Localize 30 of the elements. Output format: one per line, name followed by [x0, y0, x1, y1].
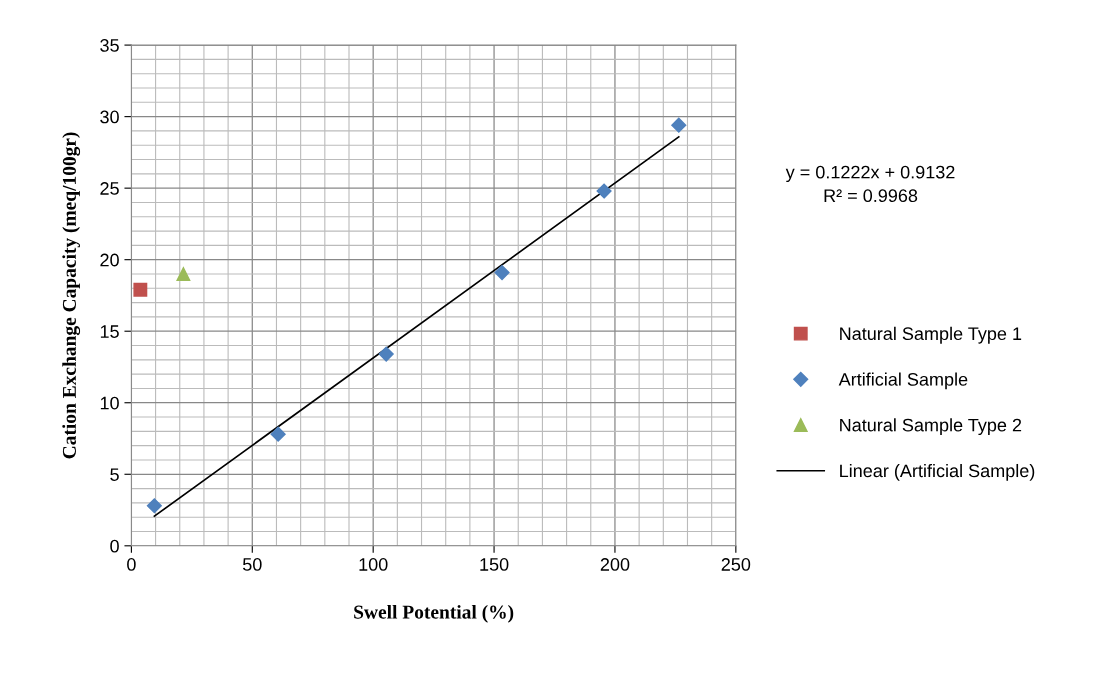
y-tick-label: 10 [100, 396, 119, 410]
y-tick-label: 30 [100, 110, 119, 124]
x-axis-title: Swell Potential (%) [354, 605, 514, 623]
x-tick-label: 200 [600, 558, 630, 571]
x-tick-label: 250 [721, 558, 751, 571]
text: R² = 0.9968 [824, 189, 918, 203]
legend-label: Natural Sample Type 1 [840, 326, 1022, 344]
point [270, 426, 286, 442]
y-tick-label: 0 [110, 539, 119, 553]
x-tick-label: 150 [480, 558, 509, 571]
x-tick-label: 50 [242, 558, 262, 571]
point [146, 498, 162, 514]
x-tick-label: 100 [359, 558, 388, 571]
y-tick-label: 15 [100, 325, 119, 338]
y-tick-label: 35 [100, 39, 119, 52]
text: y = 0.1222x + 0.9132 [785, 165, 955, 183]
legend-label: Artificial Sample [838, 372, 968, 390]
point [378, 346, 394, 362]
point [596, 183, 612, 199]
y-axis-title: Cation Exchange Capacity (meq/100gr) [62, 132, 81, 459]
x-tick-label: 0 [127, 558, 136, 571]
point [494, 264, 510, 281]
y-tick-label: 5 [110, 468, 119, 481]
y-tick-label: 25 [100, 182, 119, 195]
point [671, 117, 687, 133]
point [176, 267, 191, 281]
point [133, 282, 148, 297]
y-tick-label: 20 [100, 253, 119, 267]
legend-label: Natural Sample Type 2 [840, 418, 1022, 436]
legend-label: Linear (Artificial Sample) [840, 463, 1035, 481]
